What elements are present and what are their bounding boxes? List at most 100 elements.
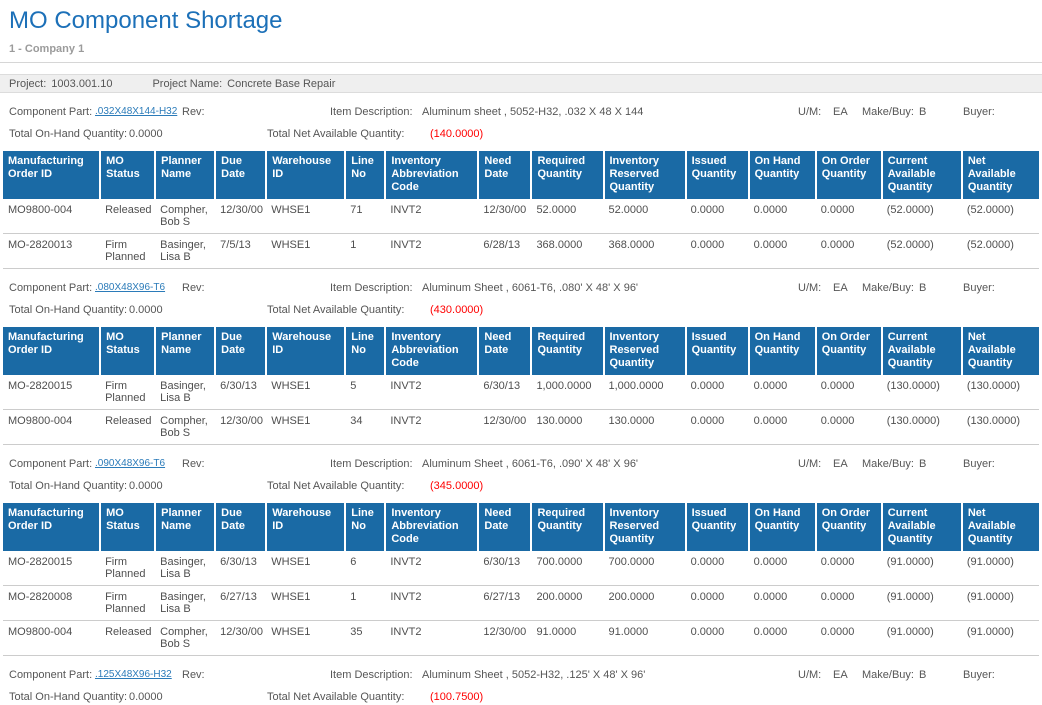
column-header: On Hand Quantity (748, 503, 817, 551)
table-cell: Firm Planned (100, 233, 156, 269)
column-header: Line No (345, 503, 387, 551)
buyer-label: Buyer: (963, 458, 995, 470)
table-cell: INVT2 (385, 409, 479, 445)
component-header-row: Component Part: .125X48X96-H32 Rev: Item… (0, 669, 1042, 683)
column-header: Inventory Abbreviation Code (385, 151, 480, 199)
table-cell: 0.0000 (815, 409, 882, 445)
table-cell: 91.0000 (531, 620, 604, 656)
column-header: Need Date (478, 327, 533, 375)
table-cell: 6/30/13 (478, 551, 532, 586)
table-row: MO9800-004 Released Compher, Bob S 12/30/00… (3, 199, 1039, 234)
column-header: Warehouse ID (266, 151, 347, 199)
column-header: Net Available Quantity (961, 151, 1039, 199)
table-cell: 91.0000 (603, 620, 686, 656)
total-on-hand-value: 0.0000 (129, 480, 163, 492)
column-header: Required Quantity (531, 327, 605, 375)
table-cell: (130.0000) (961, 409, 1039, 445)
column-header: Net Available Quantity (961, 503, 1039, 551)
make-buy-label: Make/Buy: (862, 458, 914, 470)
column-header: Required Quantity (531, 503, 605, 551)
table-cell: 0.0000 (685, 551, 749, 586)
component-part-link[interactable]: .080X48X96-T6 (95, 282, 166, 293)
component-part-link[interactable]: .125X48X96-H32 (95, 669, 172, 680)
make-buy-label: Make/Buy: (862, 282, 914, 294)
column-header: Planner Name (155, 503, 217, 551)
table-cell: 6/27/13 (215, 585, 267, 621)
um-value: EA (833, 458, 848, 470)
table-cell: Released (100, 199, 156, 234)
column-header: Line No (345, 151, 387, 199)
table-cell: (130.0000) (881, 409, 962, 445)
table-cell: 130.0000 (603, 409, 686, 445)
item-description-label: Item Description: (330, 282, 413, 294)
buyer-label: Buyer: (963, 106, 995, 118)
make-buy-label: Make/Buy: (862, 669, 914, 681)
table-row: MO9800-004 Released Compher, Bob S 12/30/00… (3, 409, 1039, 445)
table-cell: MO-2820013 (3, 233, 101, 269)
table-cell: MO-2820015 (3, 375, 101, 410)
total-on-hand-label: Total On-Hand Quantity: (9, 304, 128, 316)
table-cell: WHSE1 (266, 620, 346, 656)
table-cell: 6/28/13 (478, 233, 532, 269)
table-cell: MO-2820008 (3, 585, 101, 621)
table-cell: (52.0000) (961, 233, 1039, 269)
component-section: Component Part: .080X48X96-T6 Rev: Item … (0, 282, 1042, 445)
make-buy-value: B (919, 282, 927, 294)
component-header-row: Component Part: .080X48X96-T6 Rev: Item … (0, 282, 1042, 296)
project-value: 1003.001.10 (51, 78, 113, 90)
table-cell: 6/30/13 (215, 551, 267, 586)
total-on-hand-value: 0.0000 (129, 304, 163, 316)
table-cell: (91.0000) (881, 620, 962, 656)
column-header: Inventory Reserved Quantity (603, 327, 687, 375)
table-cell: 0.0000 (748, 199, 816, 234)
mo-shortage-table: Manufacturing Order ID MO Status Planner N… (3, 327, 1039, 445)
total-net-available-label: Total Net Available Quantity: (267, 128, 405, 140)
component-section: Component Part: .032X48X144-H32 Rev: Ite… (0, 106, 1042, 269)
component-part-label: Component Part: (9, 669, 93, 681)
component-totals-row: Total On-Hand Quantity: 0.0000 Total Net… (0, 304, 1042, 318)
table-cell: INVT2 (385, 620, 479, 656)
table-cell: 1 (345, 233, 386, 269)
table-cell: 12/30/00 (215, 199, 267, 234)
table-cell: 12/30/00 (215, 409, 267, 445)
component-part-link[interactable]: .032X48X144-H32 (95, 106, 178, 117)
column-header: Inventory Abbreviation Code (385, 327, 480, 375)
table-cell: (91.0000) (961, 620, 1039, 656)
project-label: Project: (9, 78, 47, 90)
table-cell: Basinger, Lisa B (155, 551, 216, 586)
um-value: EA (833, 106, 848, 118)
title-divider (0, 62, 1042, 63)
table-cell: (91.0000) (961, 551, 1039, 586)
table-cell: Released (100, 409, 156, 445)
table-cell: 0.0000 (815, 551, 882, 586)
project-bar: Project: 1003.001.10 Project Name: Concrete… (0, 74, 1042, 93)
component-section: Component Part: .125X48X96-H32 Rev: Item… (0, 669, 1042, 705)
make-buy-value: B (919, 669, 927, 681)
component-part-label: Component Part: (9, 282, 93, 294)
column-header: Need Date (478, 151, 533, 199)
table-cell: Compher, Bob S (155, 620, 216, 656)
component-totals-row: Total On-Hand Quantity: 0.0000 Total Net… (0, 691, 1042, 705)
table-row: MO9800-004 Released Compher, Bob S 12/30/00… (3, 620, 1039, 656)
table-cell: 12/30/00 (215, 620, 267, 656)
item-description-label: Item Description: (330, 669, 413, 681)
column-header: Manufacturing Order ID (3, 327, 102, 375)
item-description-label: Item Description: (330, 458, 413, 470)
table-cell: 0.0000 (685, 620, 749, 656)
table-cell: WHSE1 (266, 585, 346, 621)
column-header: Due Date (215, 151, 268, 199)
total-net-available-label: Total Net Available Quantity: (267, 304, 405, 316)
component-part-label: Component Part: (9, 106, 93, 118)
component-part-link[interactable]: .090X48X96-T6 (95, 458, 166, 469)
column-header: Inventory Reserved Quantity (603, 503, 687, 551)
column-header: Due Date (215, 327, 268, 375)
column-header: On Order Quantity (815, 327, 883, 375)
component-part-label: Component Part: (9, 458, 93, 470)
table-cell: WHSE1 (266, 409, 346, 445)
table-cell: 7/5/13 (215, 233, 267, 269)
table-cell: Firm Planned (100, 551, 156, 586)
table-cell: 0.0000 (685, 375, 749, 410)
total-net-available-value: (345.0000) (430, 480, 484, 492)
table-cell: MO9800-004 (3, 620, 101, 656)
table-cell: (91.0000) (881, 551, 962, 586)
